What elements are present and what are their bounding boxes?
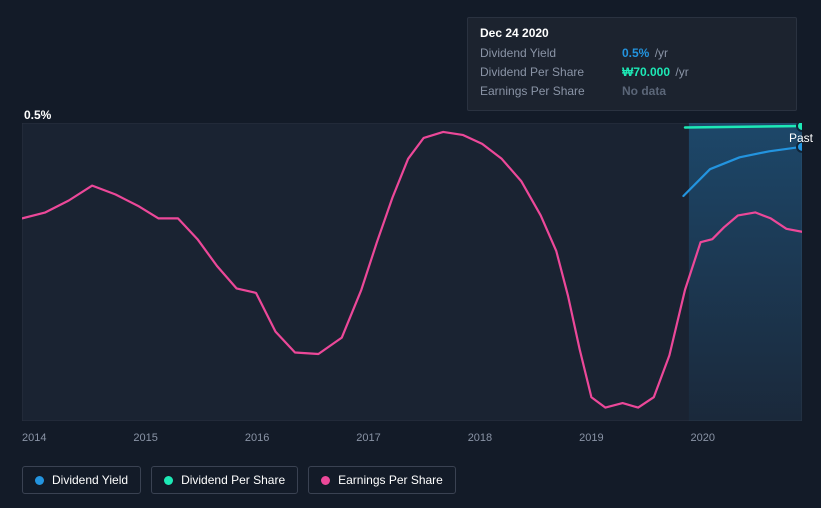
legend-item[interactable]: Earnings Per Share bbox=[308, 466, 456, 494]
chart-legend: Dividend Yield Dividend Per Share Earnings… bbox=[22, 466, 456, 494]
chart-tooltip: Dec 24 2020 Dividend Yield0.5% /yrDivide… bbox=[467, 17, 797, 111]
tooltip-row-label: Earnings Per Share bbox=[480, 82, 610, 101]
x-axis: 2014201520162017201820192020 bbox=[22, 432, 802, 444]
legend-label: Dividend Per Share bbox=[181, 473, 285, 487]
past-label: Past bbox=[789, 131, 813, 145]
series-dividend_per_share bbox=[685, 126, 802, 128]
x-axis-tick: 2020 bbox=[691, 432, 802, 444]
legend-dot-icon bbox=[164, 476, 173, 485]
x-axis-tick: 2015 bbox=[133, 432, 244, 444]
chart-plot-area[interactable] bbox=[22, 123, 802, 421]
chart-svg bbox=[22, 123, 802, 421]
tooltip-row-value: ₩70.000 /yr bbox=[622, 63, 689, 82]
tooltip-date: Dec 24 2020 bbox=[480, 26, 784, 40]
tooltip-row-label: Dividend Per Share bbox=[480, 63, 610, 82]
legend-dot-icon bbox=[321, 476, 330, 485]
legend-label: Earnings Per Share bbox=[338, 473, 443, 487]
y-axis-tick: 0.5% bbox=[24, 108, 51, 122]
tooltip-row: Dividend Per Share ₩70.000 /yr bbox=[480, 63, 784, 82]
x-axis-tick: 2014 bbox=[22, 432, 133, 444]
legend-label: Dividend Yield bbox=[52, 473, 128, 487]
tooltip-row-label: Dividend Yield bbox=[480, 44, 610, 63]
tooltip-row-value: No data bbox=[622, 82, 666, 101]
legend-dot-icon bbox=[35, 476, 44, 485]
chart-container: Dec 24 2020 Dividend Yield0.5% /yrDivide… bbox=[0, 0, 821, 508]
tooltip-row: Dividend Yield 0.5% /yr bbox=[480, 44, 784, 63]
legend-item[interactable]: Dividend Yield bbox=[22, 466, 141, 494]
legend-item[interactable]: Dividend Per Share bbox=[151, 466, 298, 494]
x-axis-tick: 2016 bbox=[245, 432, 356, 444]
x-axis-tick: 2017 bbox=[356, 432, 467, 444]
tooltip-row-value: 0.5% /yr bbox=[622, 44, 668, 63]
x-axis-tick: 2018 bbox=[468, 432, 579, 444]
x-axis-tick: 2019 bbox=[579, 432, 690, 444]
tooltip-row: Earnings Per Share No data bbox=[480, 82, 784, 101]
